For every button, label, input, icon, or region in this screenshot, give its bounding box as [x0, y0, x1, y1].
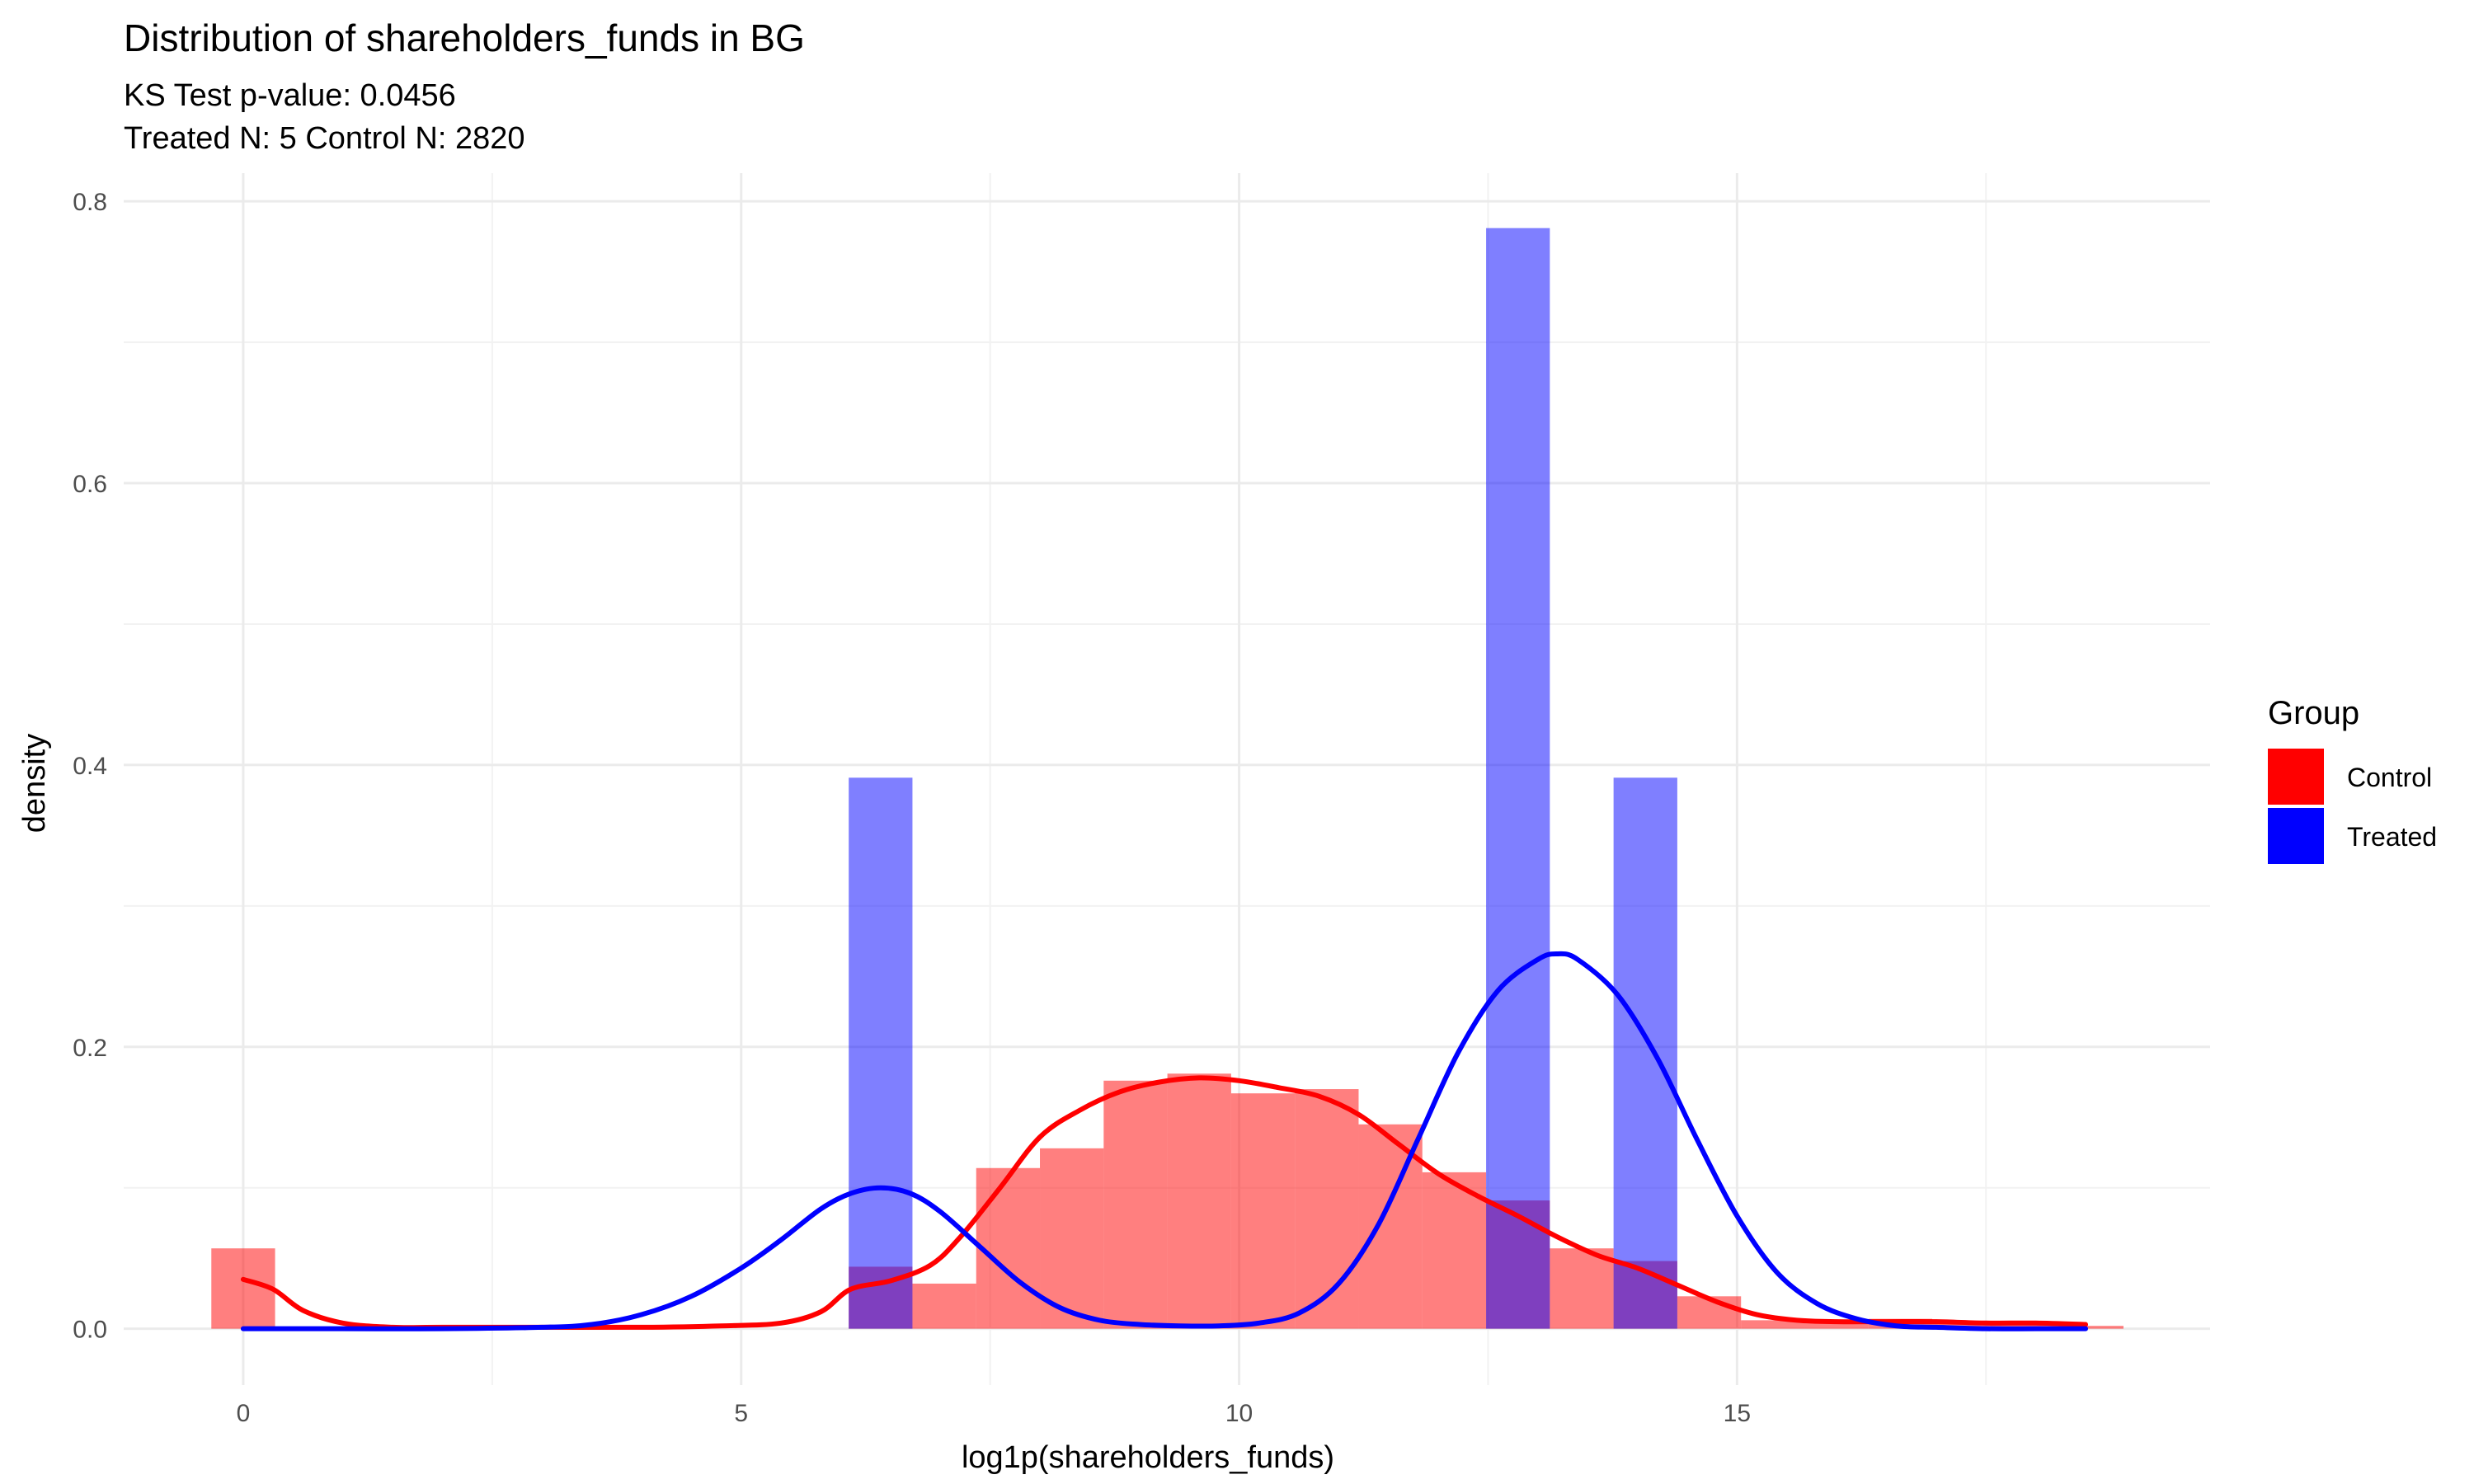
legend: Group Control Treated — [2268, 695, 2437, 864]
histogram-bars — [211, 228, 2124, 1329]
y-tick-label: 0.2 — [73, 1035, 107, 1062]
control-histogram-bar — [1741, 1320, 1805, 1329]
chart-subtitle-line-1: KS Test p-value: 0.0456 — [124, 78, 456, 113]
y-axis-title: density — [17, 734, 52, 833]
y-tick-label: 0.6 — [73, 471, 107, 498]
y-axis-tick-labels: 0.0 0.2 0.4 0.6 0.8 — [73, 189, 107, 1343]
control-density-curve — [240, 1075, 2089, 1331]
x-tick-label: 10 — [1225, 1400, 1253, 1427]
control-histogram-bar — [1422, 1172, 1487, 1329]
treated-density-curve — [240, 951, 2089, 1331]
control-histogram-bar — [1167, 1073, 1231, 1329]
legend-title: Group — [2268, 695, 2359, 731]
legend-key-control — [2268, 749, 2324, 805]
control-histogram-bar — [1932, 1322, 1997, 1329]
x-tick-label: 5 — [734, 1400, 748, 1427]
y-tick-label: 0.0 — [73, 1317, 107, 1344]
control-histogram-bar — [211, 1248, 275, 1329]
y-tick-label: 0.8 — [73, 189, 107, 216]
treated-histogram-bar — [1613, 777, 1677, 1329]
x-axis-tick-labels: 0 5 10 15 — [237, 1400, 1751, 1427]
y-tick-label: 0.4 — [73, 753, 107, 780]
control-histogram-bar — [1295, 1089, 1359, 1329]
control-histogram-bar — [1996, 1322, 2060, 1329]
control-histogram-bar — [1550, 1248, 1614, 1329]
x-tick-label: 15 — [1724, 1400, 1751, 1427]
control-histogram-bar — [1103, 1080, 1168, 1329]
legend-label-control: Control — [2347, 763, 2432, 792]
control-histogram-bar — [2059, 1326, 2124, 1329]
chart-subtitle-line-2: Treated N: 5 Control N: 2820 — [124, 121, 525, 156]
treated-histogram-bar — [1486, 228, 1550, 1329]
legend-label-treated: Treated — [2347, 822, 2437, 852]
x-axis-title: log1p(shareholders_funds) — [962, 1440, 1334, 1475]
control-histogram-bar — [1677, 1296, 1742, 1329]
control-histogram-bar — [1230, 1093, 1296, 1329]
chart-title: Distribution of shareholders_funds in BG — [124, 16, 805, 59]
control-histogram-bar — [976, 1167, 1041, 1329]
density-curves — [240, 951, 2089, 1331]
control-histogram-bar — [1040, 1148, 1104, 1329]
control-histogram-bar — [912, 1283, 976, 1329]
x-tick-label: 0 — [237, 1400, 251, 1427]
legend-key-treated — [2268, 808, 2324, 864]
control-histogram-bar — [1804, 1322, 1869, 1329]
treated-histogram-bar — [849, 777, 913, 1329]
